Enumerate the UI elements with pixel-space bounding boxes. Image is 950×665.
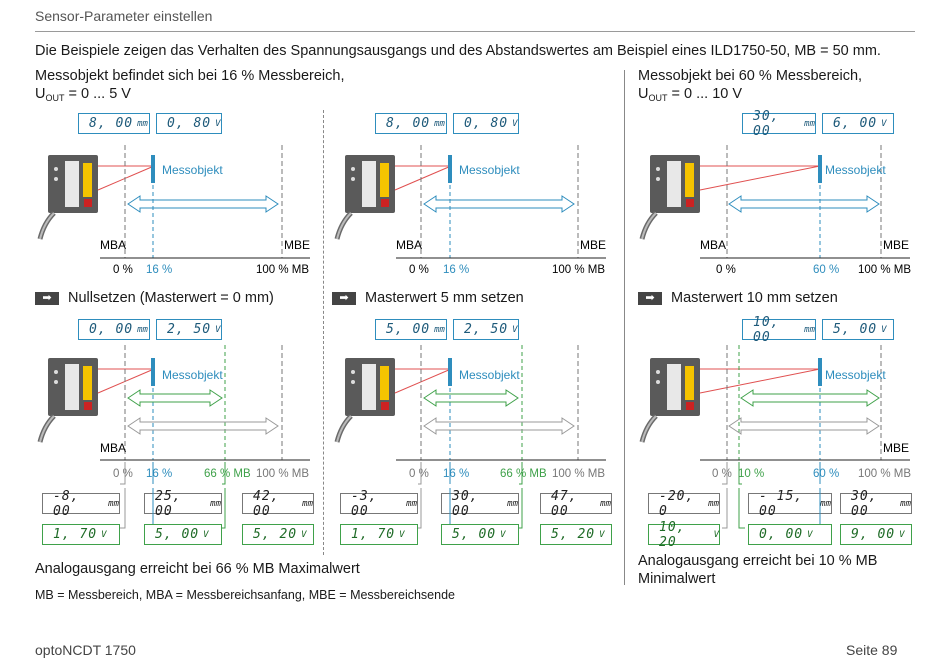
display-distance-6: 10, 00 mm bbox=[742, 315, 816, 345]
display-voltage-b8: 0, 00 V bbox=[748, 524, 832, 545]
svg-text:16 %: 16 % bbox=[443, 264, 469, 276]
display-distance-b8: - 15, 00 mm bbox=[748, 489, 832, 519]
svg-text:100 % MB: 100 % MB bbox=[256, 468, 309, 480]
display-distance-b1: -8, 00 mm bbox=[42, 489, 120, 519]
action-row-3: ➡ Masterwert 10 mm setzen bbox=[638, 290, 838, 306]
action-row-2: ➡ Masterwert 5 mm setzen bbox=[332, 290, 524, 306]
footer-page: Seite 89 bbox=[846, 642, 898, 658]
svg-text:66 % MB: 66 % MB bbox=[204, 468, 251, 480]
display-voltage-b5: 5, 00 V bbox=[441, 524, 519, 545]
svg-text:0 %: 0 % bbox=[712, 468, 732, 480]
note-right: Analogausgang erreicht bei 10 % MB Minim… bbox=[638, 553, 878, 587]
svg-text:10 %: 10 % bbox=[738, 468, 764, 480]
svg-text:66 % MB: 66 % MB bbox=[500, 468, 547, 480]
svg-text:16 %: 16 % bbox=[146, 468, 172, 480]
display-distance-4: 0, 00 mm bbox=[78, 319, 150, 340]
svg-text:Messobjekt: Messobjekt bbox=[162, 163, 223, 177]
right-heading: Messobjekt bei 60 % Messbereich, UOUT = … bbox=[638, 68, 863, 103]
display-voltage-b4: 1, 70 V bbox=[340, 524, 418, 545]
svg-text:Messobjekt: Messobjekt bbox=[162, 368, 223, 382]
svg-text:100 % MB: 100 % MB bbox=[858, 468, 911, 480]
display-voltage-b6: 5, 20 V bbox=[540, 524, 612, 545]
svg-text:MBE: MBE bbox=[284, 238, 310, 252]
svg-text:16 %: 16 % bbox=[146, 264, 172, 276]
display-distance-1: 8, 00 mm bbox=[78, 113, 150, 134]
svg-text:100 % MB: 100 % MB bbox=[552, 468, 605, 480]
svg-text:MBE: MBE bbox=[883, 441, 909, 455]
svg-text:0 %: 0 % bbox=[409, 468, 429, 480]
svg-text:MBA: MBA bbox=[700, 238, 726, 252]
display-distance-2: 8, 00 mm bbox=[375, 113, 447, 134]
svg-text:60 %: 60 % bbox=[813, 264, 839, 276]
display-voltage-b3: 5, 20 V bbox=[242, 524, 314, 545]
svg-text:100 % MB: 100 % MB bbox=[552, 264, 605, 276]
display-distance-b2: 25, 00 mm bbox=[144, 489, 222, 519]
svg-text:0 %: 0 % bbox=[113, 264, 133, 276]
svg-text:0 %: 0 % bbox=[409, 264, 429, 276]
action-row-1: ➡ Nullsetzen (Masterwert = 0 mm) bbox=[35, 290, 274, 306]
arrow-right-icon: ➡ bbox=[638, 291, 662, 305]
svg-text:Messobjekt: Messobjekt bbox=[825, 368, 886, 382]
svg-text:Messobjekt: Messobjekt bbox=[459, 368, 520, 382]
arrow-right-icon: ➡ bbox=[35, 291, 59, 305]
display-voltage-b1: 1, 70 V bbox=[42, 524, 120, 545]
svg-text:MBA: MBA bbox=[396, 238, 422, 252]
display-distance-b9: 30, 00 mm bbox=[840, 489, 912, 519]
header-divider bbox=[35, 31, 915, 32]
display-voltage-3: 6, 00 V bbox=[822, 113, 894, 134]
page-header: Sensor-Parameter einstellen bbox=[35, 8, 213, 24]
display-distance-b4: -3, 00 mm bbox=[340, 489, 418, 519]
arrow-right-icon: ➡ bbox=[332, 291, 356, 305]
display-distance-3: 30, 00 mm bbox=[742, 109, 816, 139]
intro-text: Die Beispiele zeigen das Verhalten des S… bbox=[35, 43, 881, 59]
column-divider-dashed bbox=[323, 110, 324, 555]
display-distance-5: 5, 00 mm bbox=[375, 319, 447, 340]
display-voltage-5: 2, 50 V bbox=[453, 319, 519, 340]
svg-text:0 %: 0 % bbox=[716, 264, 736, 276]
display-voltage-b2: 5, 00 V bbox=[144, 524, 222, 545]
display-voltage-4: 2, 50 V bbox=[156, 319, 222, 340]
abbreviation-note: MB = Messbereich, MBA = Messbereichsanfa… bbox=[35, 588, 455, 602]
footer-product: optoNCDT 1750 bbox=[35, 642, 136, 658]
svg-text:16 %: 16 % bbox=[443, 468, 469, 480]
display-distance-b7: -20, 0 mm bbox=[648, 489, 720, 519]
svg-text:MBE: MBE bbox=[580, 238, 606, 252]
display-distance-b3: 42, 00 mm bbox=[242, 489, 314, 519]
display-voltage-2: 0, 80 V bbox=[453, 113, 519, 134]
display-distance-b5: 30, 00 mm bbox=[441, 489, 519, 519]
svg-text:MBA: MBA bbox=[100, 441, 126, 455]
svg-text:MBE: MBE bbox=[883, 238, 909, 252]
left-heading: Messobjekt befindet sich bei 16 % Messbe… bbox=[35, 68, 345, 103]
note-left: Analogausgang erreicht bei 66 % MB Maxim… bbox=[35, 561, 360, 577]
display-distance-b6: 47, 00 mm bbox=[540, 489, 612, 519]
column-divider-solid bbox=[624, 70, 625, 585]
display-voltage-1: 0, 80 V bbox=[156, 113, 222, 134]
display-voltage-b7: 10, 20 V bbox=[648, 520, 720, 550]
svg-text:Messobjekt: Messobjekt bbox=[825, 163, 886, 177]
display-voltage-6: 5, 00 V bbox=[822, 319, 894, 340]
svg-text:100 % MB: 100 % MB bbox=[858, 264, 911, 276]
sensor-icon bbox=[40, 155, 98, 239]
svg-text:60 %: 60 % bbox=[813, 468, 839, 480]
display-voltage-b9: 9, 00 V bbox=[840, 524, 912, 545]
svg-text:100 % MB: 100 % MB bbox=[256, 264, 309, 276]
svg-text:MBA: MBA bbox=[100, 238, 126, 252]
svg-text:Messobjekt: Messobjekt bbox=[459, 163, 520, 177]
svg-text:0 %: 0 % bbox=[113, 468, 133, 480]
